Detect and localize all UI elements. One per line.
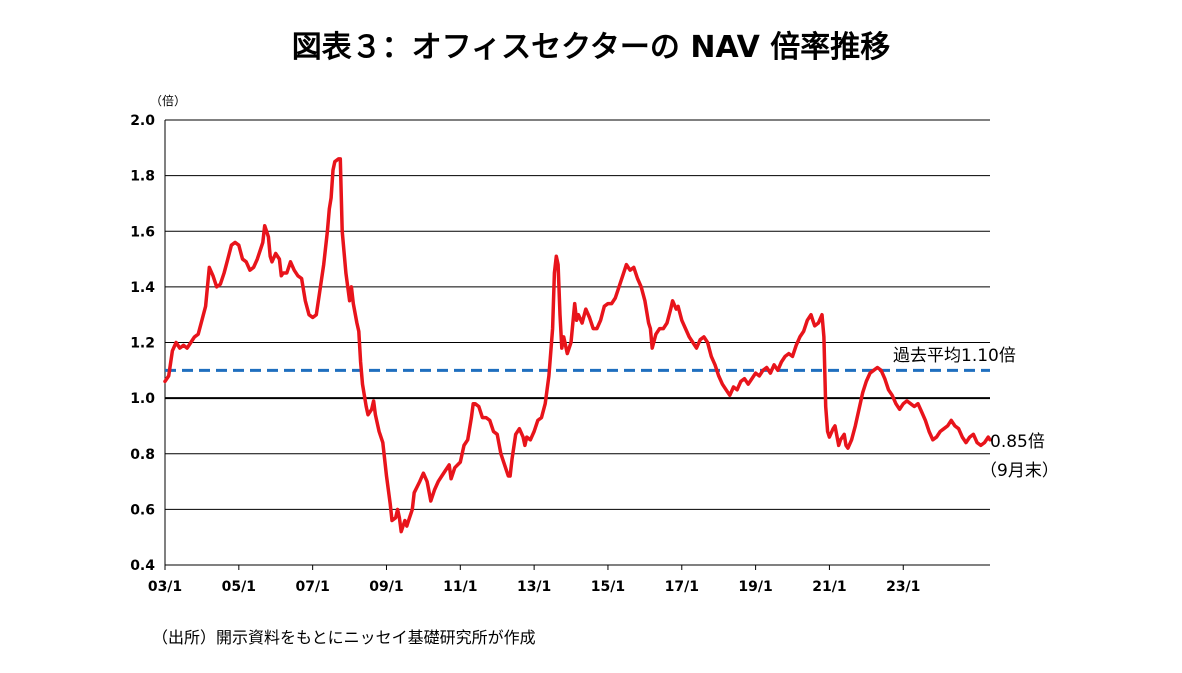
y-tick-1.0: 1.0 — [130, 391, 155, 407]
y-axis-ticks: 0.4 0.6 0.8 1.0 1.2 1.4 1.6 1.8 2.0 — [130, 113, 155, 574]
x-tick-23/1: 23/1 — [886, 579, 920, 595]
x-tick-19/1: 19/1 — [738, 579, 772, 595]
y-tick-0.4: 0.4 — [130, 558, 155, 574]
x-tick-11/1: 11/1 — [443, 579, 477, 595]
y-axis-unit-label: （倍） — [150, 93, 186, 108]
gridlines — [164, 119, 990, 566]
x-tick-13/1: 13/1 — [517, 579, 551, 595]
chart-title: 図表３：オフィスセクターの NAV 倍率推移 — [291, 30, 891, 65]
x-axis-ticks: 03/1 05/1 07/1 09/1 11/1 13/1 15/1 17/1 19/1 21/1… — [148, 565, 920, 595]
series-group — [163, 157, 992, 534]
x-tick-17/1: 17/1 — [665, 579, 699, 595]
reference-lines — [165, 368, 990, 400]
latest-date-note: （9月末） — [980, 461, 1059, 481]
series-line-0 — [163, 157, 992, 534]
x-tick-05/1: 05/1 — [222, 579, 256, 595]
x-tick-15/1: 15/1 — [591, 579, 625, 595]
y-tick-1.2: 1.2 — [130, 336, 155, 352]
y-tick-1.6: 1.6 — [130, 224, 155, 240]
x-tick-07/1: 07/1 — [295, 579, 329, 595]
y-tick-1.8: 1.8 — [130, 169, 155, 185]
y-tick-0.8: 0.8 — [130, 447, 155, 463]
y-tick-2.0: 2.0 — [130, 113, 155, 129]
x-tick-09/1: 09/1 — [369, 579, 403, 595]
average-label: 過去平均1.10倍 — [893, 346, 1016, 366]
x-tick-21/1: 21/1 — [812, 579, 846, 595]
latest-value-label: 0.85倍 — [990, 432, 1045, 452]
y-tick-0.6: 0.6 — [130, 502, 155, 518]
x-tick-03/1: 03/1 — [148, 579, 182, 595]
source-note: （出所）開示資料をもとにニッセイ基礎研究所が作成 — [152, 628, 536, 647]
y-tick-1.4: 1.4 — [130, 280, 155, 296]
